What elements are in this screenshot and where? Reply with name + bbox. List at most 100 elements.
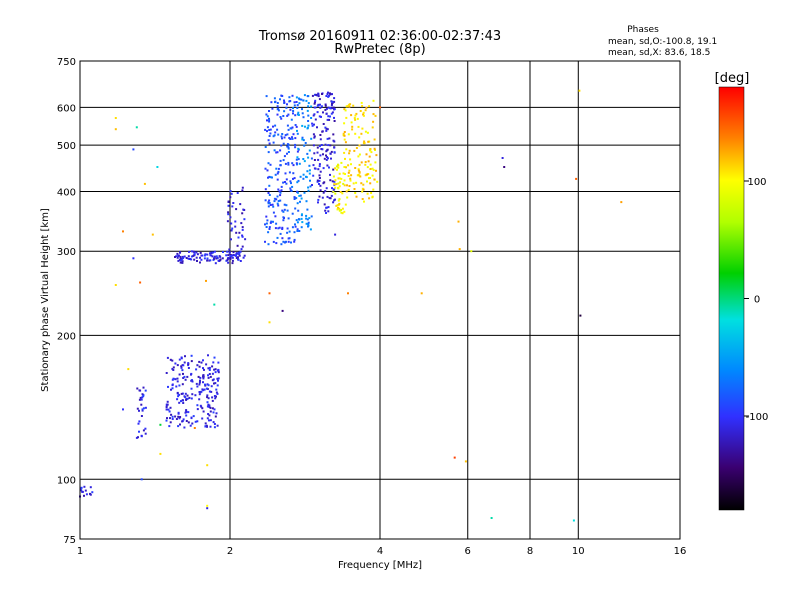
data-point <box>216 377 219 380</box>
data-point <box>165 408 168 411</box>
data-point <box>335 204 338 207</box>
data-point <box>171 378 174 381</box>
data-point <box>316 93 319 96</box>
data-point <box>195 256 198 259</box>
data-point <box>205 363 208 366</box>
data-point <box>375 154 378 157</box>
data-point <box>284 241 287 244</box>
data-point <box>282 240 285 243</box>
data-point <box>276 178 279 181</box>
data-point <box>212 361 215 364</box>
data-point <box>340 177 343 180</box>
data-point <box>321 196 324 199</box>
data-point <box>313 159 316 161</box>
data-point <box>166 417 168 420</box>
data-point <box>327 91 329 94</box>
data-point <box>266 126 269 129</box>
data-point <box>194 394 197 397</box>
data-point <box>140 403 143 406</box>
data-point <box>216 392 219 395</box>
data-point <box>337 199 340 202</box>
data-point <box>371 126 374 129</box>
data-point <box>368 177 370 180</box>
data-point <box>294 143 297 146</box>
data-point <box>276 236 279 239</box>
data-point <box>321 93 323 95</box>
data-point <box>276 151 279 154</box>
data-point <box>339 181 342 184</box>
data-point <box>172 369 175 371</box>
data-point <box>114 128 117 131</box>
data-point <box>338 202 341 205</box>
chart-subtitle: RwPretec (8p) <box>334 42 425 57</box>
data-point <box>343 138 346 141</box>
data-point <box>221 257 224 260</box>
data-point <box>371 174 374 177</box>
data-point <box>340 161 343 164</box>
data-point <box>190 354 193 357</box>
data-point <box>214 397 217 400</box>
data-point <box>278 190 281 193</box>
data-point <box>267 201 270 204</box>
data-point <box>122 230 124 233</box>
data-point <box>180 356 183 359</box>
data-point <box>301 108 303 111</box>
data-point <box>293 231 296 234</box>
data-point <box>366 166 369 169</box>
data-point <box>281 137 283 140</box>
data-point <box>317 158 320 161</box>
data-point <box>213 423 216 425</box>
data-point <box>199 376 202 379</box>
data-point <box>327 206 330 209</box>
data-point <box>235 253 238 256</box>
data-point <box>201 254 204 257</box>
data-point <box>268 184 271 187</box>
data-point <box>319 134 322 136</box>
data-point <box>363 140 366 143</box>
data-point <box>199 379 201 382</box>
data-point <box>301 138 304 141</box>
data-point <box>349 177 352 180</box>
data-point <box>219 255 222 258</box>
data-point <box>315 93 318 96</box>
data-point <box>227 261 230 264</box>
data-point <box>328 118 331 121</box>
data-point <box>198 393 201 396</box>
data-point <box>292 110 295 112</box>
data-point <box>295 96 298 99</box>
data-point <box>336 168 338 171</box>
data-point <box>209 259 212 262</box>
data-point <box>322 191 325 194</box>
data-point <box>317 95 320 98</box>
data-point <box>328 106 331 109</box>
data-point <box>362 111 365 114</box>
data-point <box>337 206 339 209</box>
data-point <box>310 215 313 218</box>
data-point <box>296 191 299 194</box>
data-point <box>281 209 284 212</box>
data-point <box>272 141 275 144</box>
data-point <box>334 192 337 195</box>
data-point <box>327 144 330 147</box>
data-point <box>338 177 341 180</box>
data-point <box>206 425 208 428</box>
data-point <box>138 420 141 423</box>
data-point <box>318 115 321 118</box>
data-point <box>280 117 283 120</box>
data-point <box>354 192 357 194</box>
data-point <box>301 221 304 224</box>
data-point <box>312 174 315 177</box>
data-point <box>288 137 291 139</box>
data-point <box>141 396 144 399</box>
data-point <box>182 372 184 375</box>
data-point <box>458 248 461 251</box>
data-point <box>276 172 279 175</box>
data-point <box>365 153 368 156</box>
data-point <box>226 259 229 262</box>
data-point <box>312 164 315 167</box>
data-point <box>204 383 206 386</box>
y-tick-label: 750 <box>57 57 76 68</box>
colorbar-tick-label: 0 <box>754 295 760 306</box>
data-point <box>288 96 291 99</box>
data-point <box>179 261 182 264</box>
